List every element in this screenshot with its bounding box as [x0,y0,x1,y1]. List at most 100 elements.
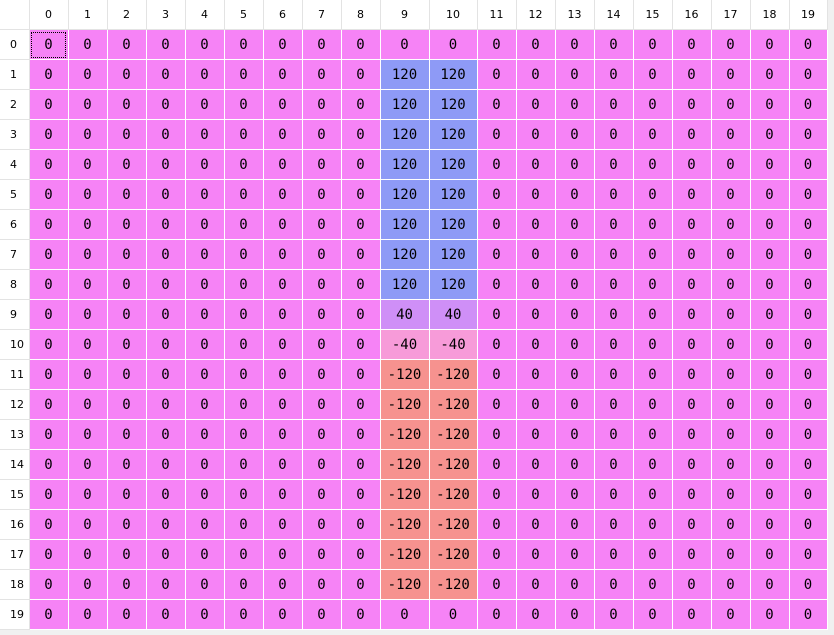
grid-cell[interactable]: 0 [672,389,712,420]
grid-cell[interactable]: 0 [672,179,712,210]
grid-cell[interactable]: 0 [633,359,673,390]
grid-cell[interactable]: 0 [29,449,69,480]
grid-cell[interactable]: 0 [146,449,186,480]
grid-cell[interactable]: 0 [68,509,108,540]
grid-cell[interactable]: 0 [302,119,342,150]
grid-cell[interactable]: 0 [555,59,595,90]
grid-cell[interactable]: 0 [263,29,303,60]
grid-cell[interactable]: 0 [302,389,342,420]
grid-cell[interactable]: 0 [68,299,108,330]
row-header-10[interactable]: 10 [0,329,30,360]
grid-cell[interactable]: 0 [341,89,381,120]
grid-cell[interactable]: 0 [789,89,828,120]
grid-cell[interactable]: 0 [477,359,517,390]
grid-cell[interactable]: 0 [516,329,556,360]
grid-cell[interactable]: 0 [711,119,751,150]
grid-cell[interactable]: 0 [29,599,69,630]
grid-cell[interactable]: 0 [224,149,264,180]
grid-cell[interactable]: 0 [29,149,69,180]
grid-cell[interactable]: -120 [429,449,478,480]
grid-cell[interactable]: 0 [302,569,342,600]
grid-cell[interactable]: 0 [516,149,556,180]
grid-cell[interactable]: 0 [672,149,712,180]
grid-cell[interactable]: 120 [380,89,430,120]
grid-cell[interactable]: -120 [429,389,478,420]
grid-cell[interactable]: 0 [555,149,595,180]
grid-cell[interactable]: 0 [477,209,517,240]
grid-cell[interactable]: 0 [711,329,751,360]
grid-cell[interactable]: 0 [107,539,147,570]
column-header-11[interactable]: 11 [477,0,517,30]
row-header-3[interactable]: 3 [0,119,30,150]
grid-cell[interactable]: 0 [341,359,381,390]
grid-cell[interactable]: 120 [380,119,430,150]
grid-cell[interactable]: 0 [185,89,225,120]
grid-cell[interactable]: 0 [68,359,108,390]
grid-cell[interactable]: 120 [380,59,430,90]
grid-cell[interactable]: 40 [429,299,478,330]
column-header-9[interactable]: 9 [380,0,430,30]
grid-cell[interactable]: 0 [302,239,342,270]
grid-cell[interactable]: 0 [672,59,712,90]
grid-cell[interactable]: 0 [555,359,595,390]
grid-cell[interactable]: 0 [380,29,430,60]
row-header-18[interactable]: 18 [0,569,30,600]
row-header-9[interactable]: 9 [0,299,30,330]
grid-cell[interactable]: 0 [107,329,147,360]
grid-cell[interactable]: 0 [711,569,751,600]
grid-cell[interactable]: 0 [107,179,147,210]
grid-cell[interactable]: 0 [224,569,264,600]
grid-cell[interactable]: 0 [107,599,147,630]
grid-cell[interactable]: 0 [516,29,556,60]
grid-cell[interactable]: 0 [750,209,790,240]
grid-cell[interactable]: 0 [341,329,381,360]
grid-cell[interactable]: 0 [477,479,517,510]
grid-cell[interactable]: 0 [146,239,186,270]
grid-cell[interactable]: 0 [516,239,556,270]
grid-cell[interactable]: -120 [380,419,430,450]
grid-cell[interactable]: 0 [555,299,595,330]
grid-cell[interactable]: 0 [68,29,108,60]
grid-cell[interactable]: 0 [789,269,828,300]
row-header-7[interactable]: 7 [0,239,30,270]
grid-cell[interactable]: 0 [750,299,790,330]
grid-cell[interactable]: 0 [555,209,595,240]
grid-cell[interactable]: 0 [789,179,828,210]
grid-cell[interactable]: 0 [224,509,264,540]
grid-cell[interactable]: 0 [555,449,595,480]
grid-cell[interactable]: 0 [146,569,186,600]
grid-cell[interactable]: 0 [594,299,634,330]
grid-cell[interactable]: 0 [107,449,147,480]
grid-cell[interactable]: 0 [555,269,595,300]
grid-cell[interactable]: 0 [750,509,790,540]
column-header-18[interactable]: 18 [750,0,790,30]
grid-cell[interactable]: 0 [107,299,147,330]
grid-cell[interactable]: 0 [29,539,69,570]
grid-cell[interactable]: 120 [380,269,430,300]
grid-cell[interactable]: 0 [672,119,712,150]
grid-cell[interactable]: 0 [633,569,673,600]
grid-cell[interactable]: 0 [633,119,673,150]
grid-cell[interactable]: 0 [594,239,634,270]
grid-cell[interactable]: 0 [594,179,634,210]
grid-cell[interactable]: 0 [750,569,790,600]
grid-cell[interactable]: 0 [68,59,108,90]
grid-cell[interactable]: 0 [263,449,303,480]
grid-cell[interactable]: 0 [594,599,634,630]
grid-cell[interactable]: 0 [789,149,828,180]
grid-cell[interactable]: 120 [429,269,478,300]
grid-cell[interactable]: -40 [429,329,478,360]
grid-cell[interactable]: 0 [68,419,108,450]
grid-cell[interactable]: 0 [224,389,264,420]
grid-cell[interactable]: 0 [594,539,634,570]
row-header-15[interactable]: 15 [0,479,30,510]
row-header-2[interactable]: 2 [0,89,30,120]
grid-cell[interactable]: 0 [477,329,517,360]
grid-cell[interactable]: 0 [146,209,186,240]
grid-cell[interactable]: -120 [429,359,478,390]
grid-cell[interactable]: 0 [263,59,303,90]
grid-cell[interactable]: 0 [263,479,303,510]
grid-cell[interactable]: 0 [29,299,69,330]
grid-cell[interactable]: 0 [477,569,517,600]
grid-cell[interactable]: 0 [146,419,186,450]
